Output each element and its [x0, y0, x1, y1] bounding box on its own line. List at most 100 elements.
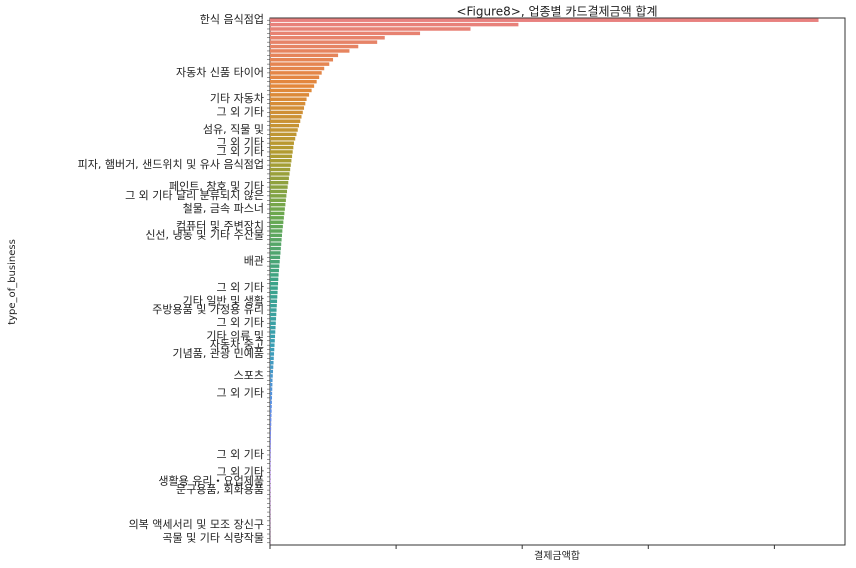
bar — [270, 110, 303, 115]
y-tick-label: 자동차 신품 타이어 — [176, 66, 264, 79]
y-tick-label: 그 외 기타 — [217, 466, 264, 479]
bar — [270, 453, 271, 457]
bar — [270, 435, 271, 440]
bar — [270, 378, 273, 383]
bar — [270, 290, 278, 295]
bar — [270, 211, 285, 216]
bar — [270, 339, 275, 343]
bar — [270, 141, 294, 145]
bar — [270, 128, 298, 132]
bar — [270, 255, 281, 260]
bar — [270, 229, 283, 233]
bar — [270, 27, 471, 31]
bar — [270, 198, 286, 203]
bar — [270, 295, 278, 299]
bar — [270, 44, 359, 49]
bar — [270, 466, 271, 470]
bar — [270, 185, 288, 189]
y-tick-label: 한식 음식점업 — [200, 13, 264, 26]
bar — [270, 418, 272, 422]
bar — [270, 312, 277, 317]
bar — [270, 400, 272, 405]
bar — [270, 167, 291, 172]
bar — [270, 137, 296, 141]
bar — [270, 79, 317, 84]
bar — [270, 426, 272, 431]
bar — [270, 404, 272, 409]
bar — [270, 36, 385, 40]
bar — [270, 308, 277, 312]
bar — [270, 18, 819, 22]
bar — [270, 224, 283, 229]
bar — [270, 242, 282, 246]
bar — [270, 180, 289, 185]
y-tick-label: 배관 — [244, 255, 264, 268]
bar — [270, 176, 289, 181]
bar — [270, 163, 291, 167]
bar — [270, 273, 279, 277]
bar — [270, 461, 271, 466]
bar — [270, 457, 271, 462]
bar — [270, 150, 293, 154]
y-tick-label: 기타 일반 및 생활 — [183, 293, 264, 307]
bar — [270, 343, 275, 347]
y-tick-label: 기념품, 관광 민예품 — [173, 347, 264, 360]
bar — [270, 154, 293, 159]
y-tick-label: 섬유, 직물 및 — [203, 123, 264, 136]
bar — [270, 22, 519, 27]
y-tick-label: 자동차 중고 — [210, 338, 264, 351]
bar — [270, 422, 272, 426]
y-tick-label: 그 외 기타 — [217, 281, 264, 294]
bar — [270, 106, 305, 110]
bar — [270, 57, 334, 62]
bar — [270, 299, 278, 304]
y-tick-label: 철물, 금속 파스너 — [183, 202, 264, 215]
bar — [270, 303, 277, 308]
bar — [270, 75, 320, 80]
y-tick-label: 의복 액세서리 및 모조 장신구 — [129, 518, 264, 531]
bar — [270, 369, 274, 374]
bar — [270, 334, 276, 339]
bar — [270, 202, 286, 207]
bar — [270, 264, 280, 268]
y-tick-label: 문구용품, 회화용품 — [176, 483, 264, 496]
y-tick-label: 기타 자동차 — [210, 92, 264, 105]
bar — [270, 475, 271, 479]
y-tick-label: 스포츠 — [234, 369, 264, 382]
bar — [270, 321, 276, 325]
bar — [270, 123, 300, 128]
bar — [270, 374, 273, 378]
chart-title: <Figure8>, 업종별 카드결제금액 합계 — [456, 5, 657, 19]
bar — [270, 233, 282, 238]
bar — [270, 88, 312, 93]
bar — [270, 66, 325, 71]
bar — [270, 365, 274, 369]
bar — [270, 277, 279, 282]
bar — [270, 413, 272, 418]
bar — [270, 207, 285, 211]
bar — [270, 396, 273, 400]
y-tick-label: 곡물 및 기타 식량작물 — [162, 531, 264, 544]
bar — [270, 115, 302, 119]
y-tick-label: 그 외 기타 달리 분류되지 않은 — [125, 189, 264, 202]
bar — [270, 238, 282, 242]
bar — [270, 259, 280, 264]
bar — [270, 216, 284, 220]
bar — [270, 119, 301, 123]
y-tick-label: 주방용품 및 가정용 유리 — [152, 303, 264, 316]
bar — [270, 330, 276, 334]
bar — [270, 220, 284, 224]
bar — [270, 325, 276, 330]
bar — [270, 31, 421, 36]
y-tick-label: 그 외 기타 — [217, 145, 264, 158]
bar — [270, 132, 297, 137]
bar — [270, 84, 315, 88]
bar — [270, 360, 274, 365]
y-tick-label: 그 외 기타 — [217, 448, 264, 461]
y-tick-label: 그 외 기타 — [217, 105, 264, 118]
bar — [270, 189, 288, 194]
bar — [270, 71, 322, 75]
y-tick-label: 신선, 냉동 및 기타 수산물 — [145, 228, 264, 241]
bar — [270, 281, 279, 286]
